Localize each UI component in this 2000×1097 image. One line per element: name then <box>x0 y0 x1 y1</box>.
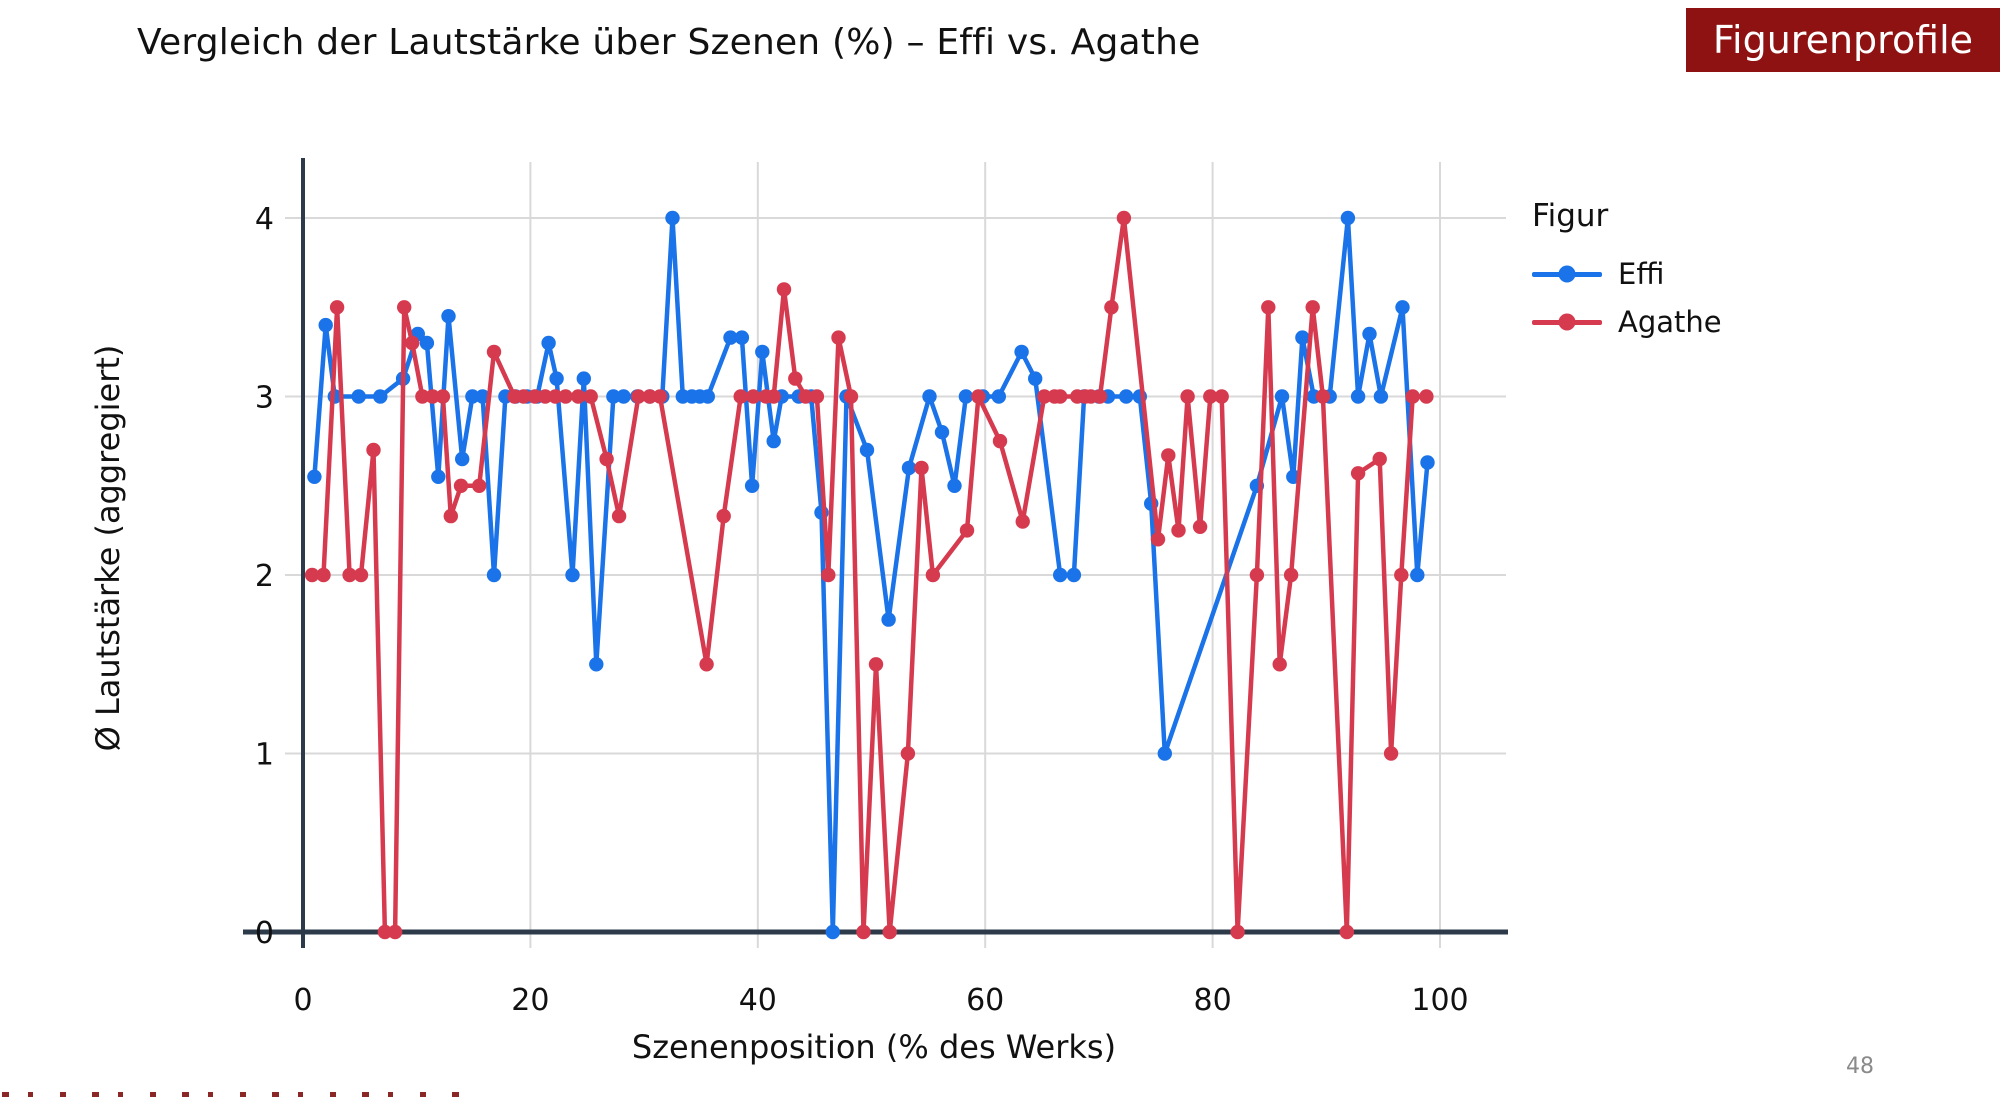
legend-title: Figur <box>1532 198 1609 234</box>
legend-label-effi: Effi <box>1618 257 1665 291</box>
agathe-line-swatch-icon <box>1532 313 1602 331</box>
svg-text:0: 0 <box>255 916 274 951</box>
figurenprofile-badge: Figurenprofile <box>1686 8 2000 72</box>
svg-text:4: 4 <box>255 202 274 237</box>
svg-text:3: 3 <box>255 381 274 416</box>
page-number: 48 <box>1846 1054 1874 1079</box>
svg-text:1: 1 <box>255 738 274 773</box>
svg-text:0: 0 <box>293 983 312 1018</box>
legend-item-agathe: Agathe <box>1532 298 1722 346</box>
svg-text:20: 20 <box>511 983 549 1018</box>
legend-item-effi: Effi <box>1532 250 1722 298</box>
y-axis-title: Ø Lautstärke (aggregiert) <box>89 344 127 752</box>
slide-title: Vergleich der Lautstärke über Szenen (%)… <box>137 22 1201 63</box>
x-axis-title: Szenenposition (% des Werks) <box>631 1028 1117 1066</box>
svg-text:60: 60 <box>966 983 1004 1018</box>
effi-line-swatch-icon <box>1532 265 1602 283</box>
svg-text:2: 2 <box>255 559 274 594</box>
svg-text:100: 100 <box>1411 983 1468 1018</box>
clipped-footer-text <box>2 1092 464 1097</box>
svg-text:80: 80 <box>1194 983 1232 1018</box>
legend-label-agathe: Agathe <box>1618 305 1722 339</box>
svg-text:40: 40 <box>739 983 777 1018</box>
chart-legend: Figur Effi Agathe <box>1532 198 1722 346</box>
